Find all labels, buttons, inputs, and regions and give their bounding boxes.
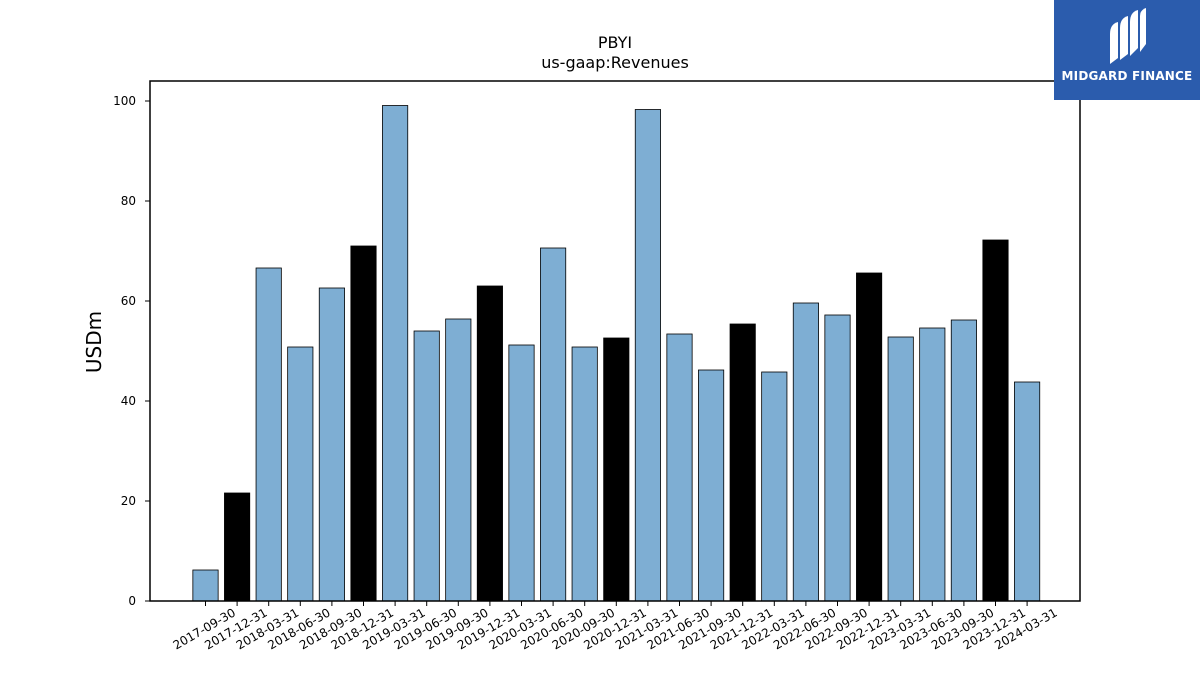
- bar-2017-12-31: [224, 492, 251, 602]
- bar-2023-06-30: [919, 327, 946, 602]
- bar-2018-12-31: [350, 245, 377, 602]
- y-tick-label: 80: [121, 194, 136, 208]
- bar-2019-09-30: [445, 318, 472, 602]
- bar-2020-03-31: [508, 344, 535, 602]
- bar-2023-03-31: [887, 336, 914, 602]
- bar-2020-12-31: [603, 337, 630, 602]
- bars-group: [192, 105, 1041, 602]
- bar-2022-03-31: [761, 371, 788, 602]
- bar-2022-09-30: [824, 314, 851, 602]
- chart-title: PBYI: [598, 33, 632, 52]
- x-axis: 2017-09-302017-12-312018-03-312018-06-30…: [171, 601, 1060, 652]
- midgard-logo-icon: [1110, 8, 1146, 64]
- bar-2021-03-31: [634, 109, 661, 602]
- bar-2019-03-31: [382, 105, 409, 602]
- bar-2018-03-31: [255, 267, 282, 602]
- bar-2017-09-30: [192, 569, 219, 602]
- y-axis: 0 20 40 60 80 100: [113, 94, 150, 608]
- bar-2019-06-30: [413, 330, 440, 602]
- bar-2023-12-31: [982, 239, 1009, 602]
- chart-subtitle: us-gaap:Revenues: [541, 53, 689, 72]
- bar-2021-12-31: [729, 323, 756, 602]
- y-tick-label: 100: [113, 94, 136, 108]
- plot-frame: [149, 80, 1081, 602]
- bar-2020-09-30: [571, 346, 598, 602]
- y-tick-label: 40: [121, 394, 136, 408]
- bar-2022-06-30: [792, 302, 819, 602]
- brand-logo: MIDGARD FINANCE: [1054, 0, 1200, 100]
- y-axis-label: USDm: [82, 311, 106, 373]
- bar-2020-06-30: [540, 247, 567, 602]
- bar-2022-12-31: [856, 272, 883, 602]
- bar-2019-12-31: [476, 285, 503, 602]
- logo-text: MIDGARD FINANCE: [1061, 69, 1193, 83]
- y-tick-label: 60: [121, 294, 136, 308]
- bar-2023-09-30: [950, 319, 977, 602]
- y-tick-label: 20: [121, 494, 136, 508]
- bar-2021-09-30: [698, 369, 725, 602]
- bar-2018-06-30: [287, 346, 314, 602]
- bar-2024-03-31: [1014, 381, 1041, 602]
- y-tick-label: 0: [128, 594, 136, 608]
- bar-2021-06-30: [666, 333, 693, 602]
- bar-2018-09-30: [318, 287, 345, 602]
